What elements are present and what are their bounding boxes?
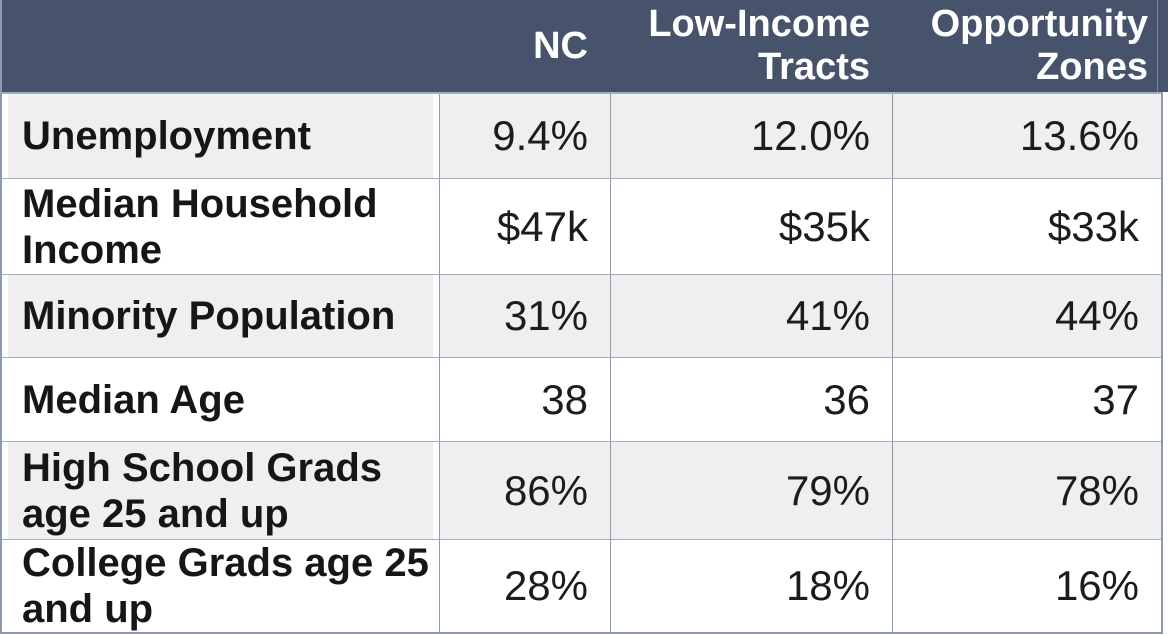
table-header-row: NC Low-Income Tracts Opportunity Zones [0,0,1168,92]
value-cell-low-income-tracts: 79% [610,442,892,539]
value-cell-low-income-tracts: 41% [610,275,892,357]
row-label: Median Household Income [2,179,439,274]
row-label: High School Grads age 25 and up [2,442,439,539]
table-row-median-age: Median Age 38 36 37 [2,357,1161,441]
column-header-low-income-tracts: Low-Income Tracts [648,3,870,88]
value-cell-nc: $47k [439,179,610,274]
value-cell-low-income-tracts: $35k [610,179,892,274]
value-cell-nc: 31% [439,275,610,357]
table-row-median-household-income: Median Household Income $47k $35k $33k [2,178,1161,274]
value-cell-opportunity-zones: 13.6% [892,94,1161,178]
value-cell-nc: 28% [439,540,610,632]
value-cell-low-income-tracts: 18% [610,540,892,632]
value-cell-opportunity-zones: 78% [892,442,1161,539]
column-header-nc: NC [533,24,588,67]
row-label: Unemployment [2,94,439,178]
value-cell-opportunity-zones: $33k [892,179,1161,274]
table-row-college-grads: College Grads age 25 and up 28% 18% 16% [2,539,1161,632]
value-cell-opportunity-zones: 44% [892,275,1161,357]
column-header-blank [2,0,439,92]
value-cell-nc: 9.4% [439,94,610,178]
table-row-unemployment: Unemployment 9.4% 12.0% 13.6% [2,94,1161,178]
table-body: Unemployment 9.4% 12.0% 13.6% Median Hou… [0,92,1163,634]
value-cell-low-income-tracts: 12.0% [610,94,892,178]
table-row-minority-population: Minority Population 31% 41% 44% [2,274,1161,357]
row-label: College Grads age 25 and up [2,540,439,632]
row-label: Median Age [2,358,439,441]
table-row-high-school-grads: High School Grads age 25 and up 86% 79% … [2,441,1161,539]
value-cell-low-income-tracts: 36 [610,358,892,441]
value-cell-nc: 86% [439,442,610,539]
value-cell-opportunity-zones: 16% [892,540,1161,632]
row-label: Minority Population [2,275,439,357]
value-cell-nc: 38 [439,358,610,441]
column-header-opportunity-zones: Opportunity Zones [930,3,1148,88]
value-cell-opportunity-zones: 37 [892,358,1161,441]
